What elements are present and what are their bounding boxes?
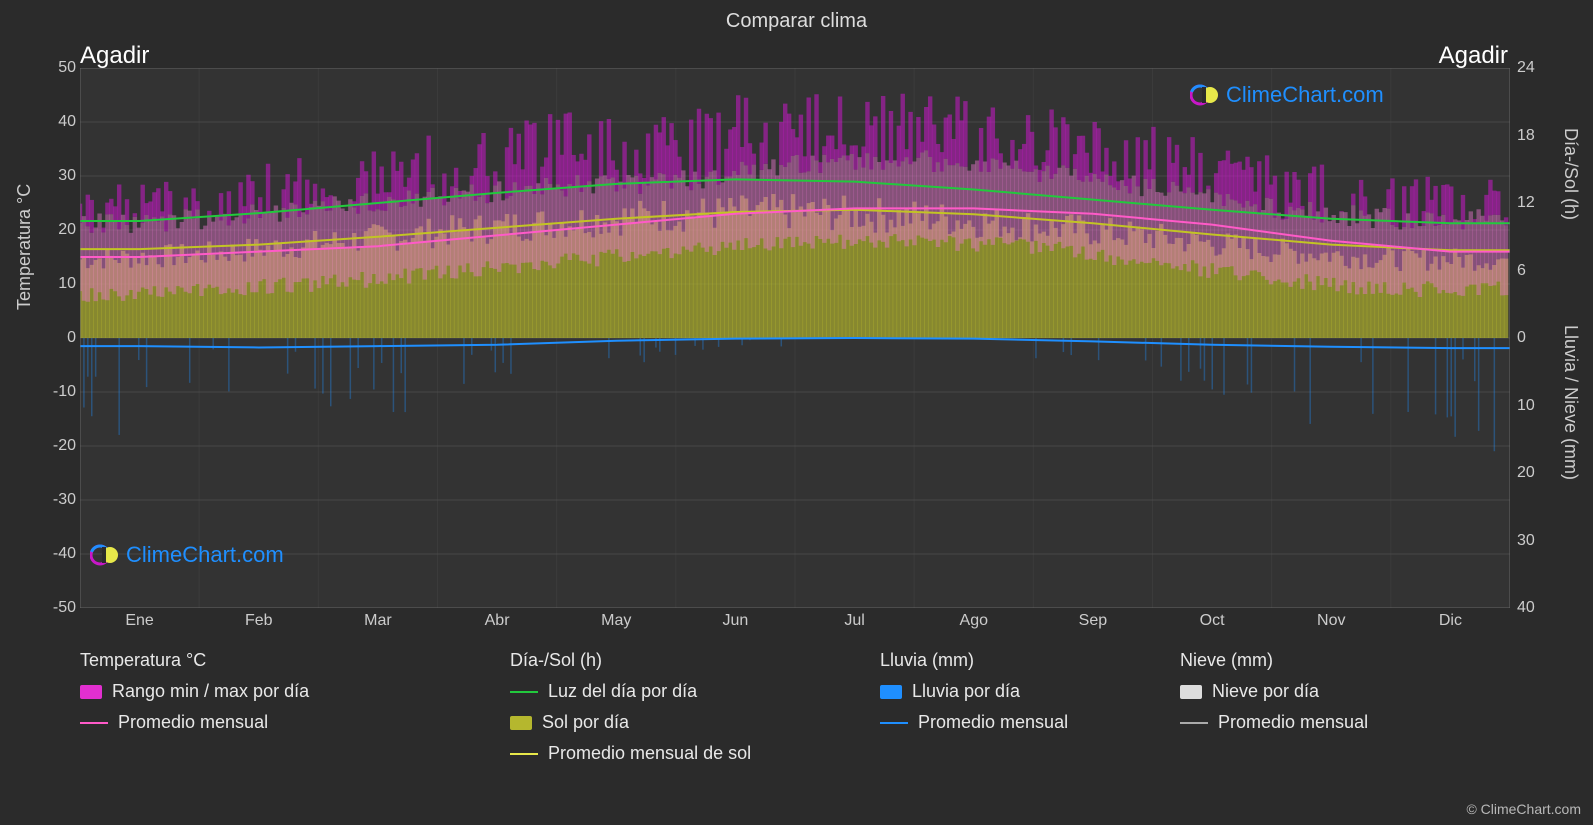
x-tick-label: Nov [1317,612,1345,630]
legend-item: Promedio mensual [880,712,1068,733]
credit-text: © ClimeChart.com [1466,801,1581,817]
legend-item-label: Luz del día por día [548,681,697,702]
x-tick-label: Jun [723,612,749,630]
legend-item-label: Promedio mensual [118,712,268,733]
y-right-rain-tick-label: 30 [1517,532,1549,550]
x-tick-label: Jul [844,612,864,630]
y-right-day-tick-label: 12 [1517,194,1549,212]
location-label-left: Agadir [80,42,149,70]
legend-line-icon [510,753,538,755]
legend-swatch-icon [880,685,902,699]
legend-item-label: Promedio mensual [918,712,1068,733]
legend-item-label: Promedio mensual [1218,712,1368,733]
legend-item: Promedio mensual [1180,712,1368,733]
legend-heading: Día-/Sol (h) [510,650,751,671]
location-label-right: Agadir [1439,42,1508,70]
y-left-tick-label: 0 [44,329,76,347]
legend-heading: Temperatura °C [80,650,309,671]
legend-swatch-icon [510,716,532,730]
x-tick-label: Sep [1079,612,1107,630]
plot-area [80,68,1510,608]
legend-item: Nieve por día [1180,681,1368,702]
y-left-tick-label: 10 [44,275,76,293]
chart-title: Comparar clima [0,10,1593,33]
legend-item-label: Nieve por día [1212,681,1319,702]
x-axis: Ene Feb Mar Abr May Jun Jul Ago Sep Oct Nov Dic [80,612,1510,636]
x-tick-label: Oct [1200,612,1225,630]
x-tick-label: Ene [125,612,153,630]
legend-column: Lluvia (mm) Lluvia por día Promedio mensua… [880,650,1068,743]
y-right-rain-tick-label: 40 [1517,599,1549,617]
legend-item: Promedio mensual [80,712,309,733]
legend-line-icon [880,722,908,724]
legend-line-icon [1180,722,1208,724]
legend-line-icon [80,722,108,724]
y-axis-left-label: Temperatura °C [14,184,35,310]
y-right-rain-tick-label: 20 [1517,464,1549,482]
legend-item-label: Promedio mensual de sol [548,743,751,764]
legend-swatch-icon [80,685,102,699]
y-right-day-tick-label: 24 [1517,59,1549,77]
legend-item: Sol por día [510,712,751,733]
y-right-day-tick-label: 18 [1517,127,1549,145]
y-left-tick-label: -30 [44,491,76,509]
x-tick-label: May [601,612,631,630]
y-left-tick-label: -50 [44,599,76,617]
y-left-tick-label: 30 [44,167,76,185]
legend-column: Nieve (mm) Nieve por día Promedio mensual [1180,650,1368,743]
legend-heading: Nieve (mm) [1180,650,1368,671]
y-axis-right-label-rain: Lluvia / Nieve (mm) [1560,325,1581,480]
y-left-tick-label: 40 [44,113,76,131]
legend-swatch-icon [1180,685,1202,699]
legend-item: Lluvia por día [880,681,1068,702]
x-tick-label: Ago [960,612,988,630]
y-right-day-tick-label: 6 [1517,262,1549,280]
legend-heading: Lluvia (mm) [880,650,1068,671]
legend-item: Rango min / max por día [80,681,309,702]
legend-item: Promedio mensual de sol [510,743,751,764]
x-tick-label: Abr [485,612,510,630]
legend-item: Luz del día por día [510,681,751,702]
y-right-rain-tick-label: 10 [1517,397,1549,415]
y-right-day-tick-label: 0 [1517,329,1549,347]
y-left-tick-label: -40 [44,545,76,563]
y-axis-right-label-day: Día-/Sol (h) [1560,128,1581,220]
y-left-tick-label: 20 [44,221,76,239]
x-tick-label: Dic [1439,612,1462,630]
x-tick-label: Mar [364,612,392,630]
legend-item-label: Sol por día [542,712,629,733]
legend-item-label: Lluvia por día [912,681,1020,702]
chart-root: Comparar clima Agadir Agadir Temperatura… [0,0,1593,825]
legend-line-icon [510,691,538,693]
y-left-tick-label: -10 [44,383,76,401]
y-left-tick-label: -20 [44,437,76,455]
x-tick-label: Feb [245,612,273,630]
y-left-tick-label: 50 [44,59,76,77]
legend-column: Día-/Sol (h) Luz del día por día Sol por d… [510,650,751,774]
legend-column: Temperatura °C Rango min / max por día Pro… [80,650,309,743]
plot-svg [80,68,1510,608]
legend-item-label: Rango min / max por día [112,681,309,702]
